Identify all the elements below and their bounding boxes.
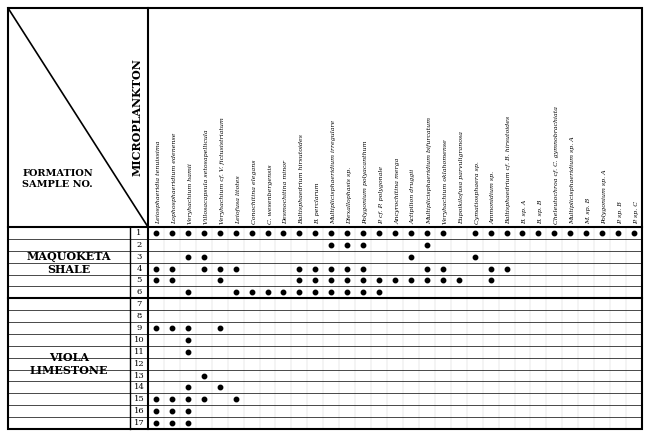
Text: Eupoikilofusa parvuligranosa: Eupoikilofusa parvuligranosa bbox=[459, 131, 463, 224]
Text: Desmochitina minor: Desmochitina minor bbox=[283, 160, 289, 224]
Text: P. sp. C: P. sp. C bbox=[634, 201, 639, 224]
Text: Polygonium polyacanthum: Polygonium polyacanthum bbox=[363, 141, 368, 224]
Text: 14: 14 bbox=[133, 383, 144, 392]
Text: 1: 1 bbox=[136, 229, 142, 237]
Text: Veryhachium cf. V. fictusistriatum: Veryhachium cf. V. fictusistriatum bbox=[220, 117, 225, 224]
Text: 10: 10 bbox=[134, 336, 144, 344]
Text: B. sp. A: B. sp. A bbox=[523, 200, 528, 224]
Text: 8: 8 bbox=[136, 312, 142, 320]
Text: Lophosphaeridium edenense: Lophosphaeridium edenense bbox=[172, 132, 177, 224]
Text: Actipilion druggii: Actipilion druggii bbox=[411, 169, 416, 224]
Text: M. sp. B: M. sp. B bbox=[586, 198, 592, 224]
Text: 12: 12 bbox=[134, 360, 144, 368]
Text: Veryhachium hamii: Veryhachium hamii bbox=[188, 163, 193, 224]
Text: VIOLA
LIMESTONE: VIOLA LIMESTONE bbox=[30, 352, 109, 375]
Text: Conochitina elegans: Conochitina elegans bbox=[252, 160, 257, 224]
Text: 6: 6 bbox=[136, 288, 142, 296]
Text: C. wesenbergensis: C. wesenbergensis bbox=[268, 164, 272, 224]
Text: 9: 9 bbox=[136, 324, 142, 332]
Text: Diexallophasis sp.: Diexallophasis sp. bbox=[347, 167, 352, 224]
Text: 11: 11 bbox=[134, 348, 144, 356]
Text: FORMATION
SAMPLE NO.: FORMATION SAMPLE NO. bbox=[22, 169, 93, 188]
Text: Polygonium sp. A: Polygonium sp. A bbox=[602, 170, 607, 224]
Text: 4: 4 bbox=[136, 264, 142, 273]
Text: Multiplicisphaeridium sp. A: Multiplicisphaeridium sp. A bbox=[570, 136, 575, 224]
Text: B. sp. B: B. sp. B bbox=[538, 200, 543, 224]
Text: Ammonidium sp.: Ammonidium sp. bbox=[491, 171, 495, 224]
Text: 16: 16 bbox=[134, 407, 144, 415]
Text: 7: 7 bbox=[136, 300, 142, 308]
Text: Multiplicisphaeridium irregulare: Multiplicisphaeridium irregulare bbox=[332, 120, 336, 224]
Text: P. sp. B: P. sp. B bbox=[618, 201, 623, 224]
Text: Baltisphaedrium cf. B. hirsutoides: Baltisphaedrium cf. B. hirsutoides bbox=[506, 116, 512, 224]
Text: Baltisphaedrium hirsutoides: Baltisphaedrium hirsutoides bbox=[300, 134, 304, 224]
Text: 3: 3 bbox=[136, 253, 142, 261]
Text: Villosacapsula setosapellicula: Villosacapsula setosapellicula bbox=[203, 129, 209, 224]
Text: MICROPLANKTON: MICROPLANKTON bbox=[131, 59, 142, 177]
Text: 17: 17 bbox=[134, 419, 144, 427]
Text: Multiplicisphaeridium bifurcatum: Multiplicisphaeridium bifurcatum bbox=[427, 117, 432, 224]
Text: B. perclarum: B. perclarum bbox=[315, 183, 320, 224]
Text: 2: 2 bbox=[136, 241, 142, 249]
Text: P. cf. P. polygonale: P. cf. P. polygonale bbox=[379, 166, 384, 224]
Text: Leiofusa litotes: Leiofusa litotes bbox=[236, 175, 240, 224]
Text: 15: 15 bbox=[134, 395, 144, 403]
Text: 13: 13 bbox=[134, 371, 144, 379]
Text: Leiosphaeridia tenuissima: Leiosphaeridia tenuissima bbox=[156, 141, 161, 224]
Text: 5: 5 bbox=[136, 277, 142, 284]
Text: Veryhachium oklahomense: Veryhachium oklahomense bbox=[443, 139, 448, 224]
Text: Cymatiosphaera sp.: Cymatiosphaera sp. bbox=[474, 161, 480, 224]
Text: Ancyrochitina merga: Ancyrochitina merga bbox=[395, 158, 400, 224]
Text: Cheleutochroa cf. C. gymnobrachiata: Cheleutochroa cf. C. gymnobrachiata bbox=[554, 106, 560, 224]
Text: MAQUOKETA
SHALE: MAQUOKETA SHALE bbox=[27, 251, 111, 274]
